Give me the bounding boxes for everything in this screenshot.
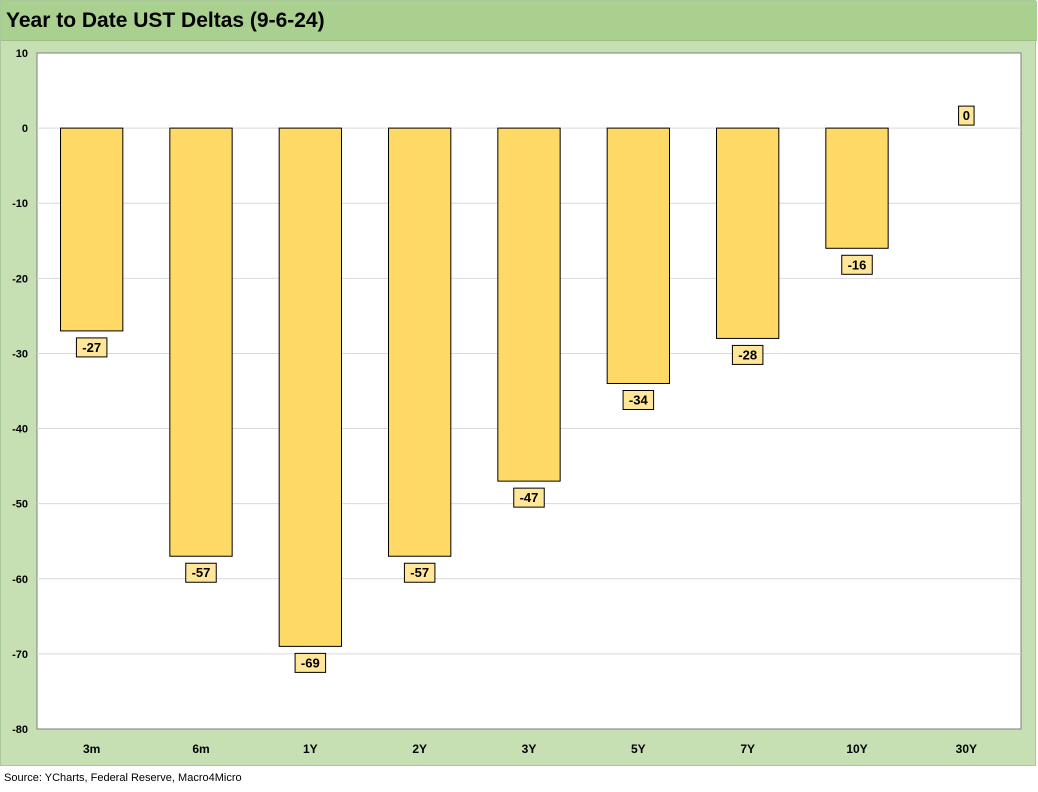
bar-10y — [825, 127, 889, 249]
data-label-text: -28 — [738, 347, 757, 362]
y-tick-label: 10 — [16, 48, 28, 60]
data-label-30y: 0 — [958, 105, 975, 126]
data-label-box — [185, 562, 217, 583]
y-tick-label: 0 — [22, 123, 28, 135]
data-label-7y: -28 — [731, 344, 764, 365]
bar-3m — [60, 127, 124, 332]
title-bar: Year to Date UST Deltas (9-6-24) — [1, 1, 1037, 41]
x-axis-tick-labels: 3m 6m 1Y 2Y 3Y 5Y 7Y 10Y 30Y — [83, 742, 977, 756]
data-label-text: -57 — [410, 565, 429, 580]
data-label-text: -47 — [520, 490, 539, 505]
data-label-box — [75, 337, 108, 358]
data-label-2y: -57 — [403, 562, 436, 583]
x-tick-label: 3m — [83, 742, 100, 756]
x-tick-label: 6m — [192, 742, 209, 756]
data-label-box — [731, 344, 764, 365]
x-tick-label: 30Y — [956, 742, 977, 756]
y-tick-label: -10 — [12, 198, 28, 210]
data-label-5y: -34 — [622, 389, 655, 410]
y-tick-label: -20 — [12, 273, 28, 285]
data-label-10y: -16 — [841, 254, 873, 275]
bar-chart: 10 0 -10 -20 -30 -40 -50 -60 -70 -80 -27 -57 -69 -57… — [12, 48, 1022, 756]
data-label-text: -69 — [301, 655, 320, 670]
x-tick-label: 3Y — [522, 742, 537, 756]
data-label-3y: -47 — [513, 487, 545, 508]
data-label-1y: -69 — [294, 652, 327, 673]
data-label-box — [513, 487, 545, 508]
bar-1y — [278, 127, 342, 647]
data-label-3m: -27 — [75, 337, 108, 358]
data-label-text: -16 — [848, 257, 867, 272]
x-tick-label: 1Y — [303, 742, 318, 756]
chart-title: Year to Date UST Deltas (9-6-24) — [6, 9, 325, 32]
data-label-box — [403, 562, 436, 583]
y-axis-tick-labels: 10 0 -10 -20 -30 -40 -50 -60 -70 -80 — [12, 48, 28, 736]
y-tick-label: -40 — [12, 424, 28, 436]
data-label-text: -57 — [192, 565, 211, 580]
bars — [60, 127, 889, 647]
data-label-text: 0 — [963, 108, 970, 123]
source-note: Source: YCharts, Federal Reserve, Macro4… — [4, 772, 242, 784]
x-tick-label: 10Y — [846, 742, 867, 756]
data-label-box — [958, 105, 975, 126]
y-tick-label: -70 — [12, 649, 28, 661]
data-label-box — [294, 652, 327, 673]
bar-3y — [497, 127, 561, 482]
bar-2y — [388, 127, 452, 557]
x-tick-label: 7Y — [740, 742, 755, 756]
data-label-box — [622, 389, 655, 410]
y-tick-label: -80 — [12, 724, 28, 736]
bar-5y — [606, 127, 670, 384]
y-tick-label: -30 — [12, 348, 28, 360]
y-tick-label: -50 — [12, 499, 28, 511]
data-labels: -27 -57 -69 -57 -47 -34 -28 -16 0 — [75, 105, 975, 673]
x-tick-label: 5Y — [631, 742, 646, 756]
bar-7y — [716, 127, 780, 339]
bar-6m — [169, 127, 233, 557]
data-label-6m: -57 — [185, 562, 217, 583]
y-tick-label: -60 — [12, 574, 28, 586]
data-label-text: -27 — [82, 340, 101, 355]
data-label-text: -34 — [629, 392, 649, 407]
x-tick-label: 2Y — [412, 742, 427, 756]
data-label-box — [841, 254, 873, 275]
